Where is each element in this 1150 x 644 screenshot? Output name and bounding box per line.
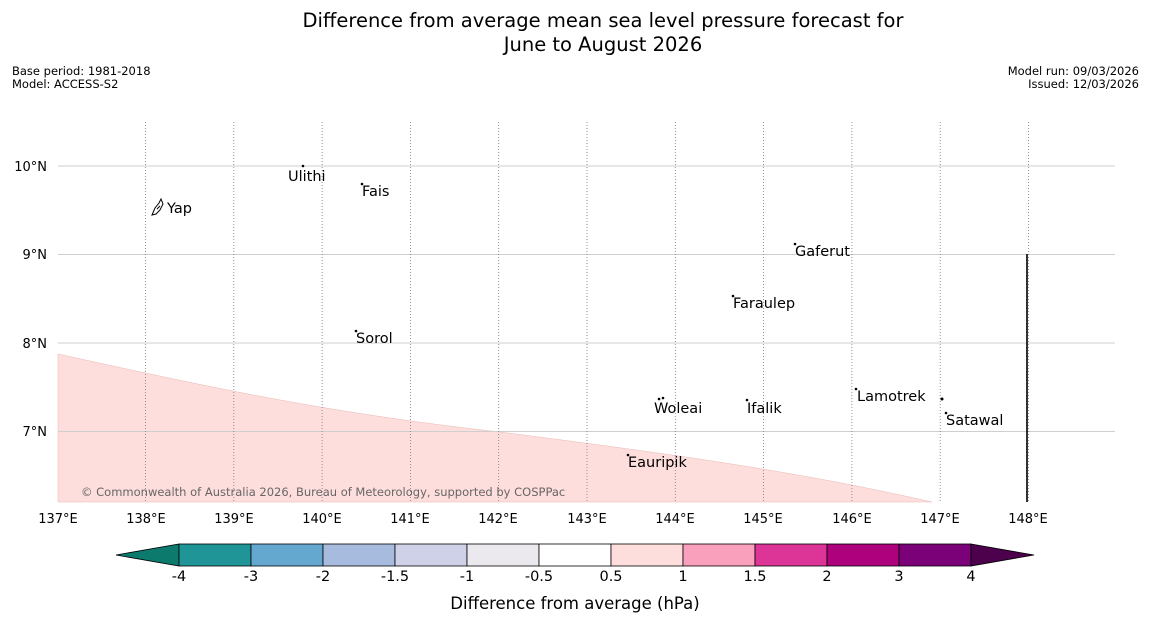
- lon-label-144e: 144°E: [655, 512, 695, 527]
- place-label-ulithi: Ulithi: [288, 169, 326, 185]
- island-markers: [151, 164, 948, 457]
- gaferut-dot: [793, 242, 797, 246]
- lon-label-139e: 139°E: [214, 512, 254, 527]
- woleai-dot-2: [661, 396, 665, 400]
- lat-label-10n: 10°N: [14, 160, 47, 175]
- chart-title: Difference from average mean sea level p…: [0, 9, 1150, 57]
- place-label-yap: Yap: [166, 201, 192, 217]
- colorbar-tick: -2: [315, 569, 331, 585]
- lon-label-147e: 147°E: [920, 512, 960, 527]
- place-label-lamotrek: Lamotrek: [857, 389, 926, 405]
- colorbar-segment-6: [538, 543, 612, 567]
- place-label-gaferut: Gaferut: [795, 244, 850, 260]
- lon-label-148e: 148°E: [1008, 512, 1048, 527]
- lat-label-7n: 7°N: [23, 425, 48, 440]
- colorbar-tick: 0.5: [599, 569, 623, 585]
- lon-label-141e: 141°E: [390, 512, 430, 527]
- place-label-fais: Fais: [362, 184, 389, 200]
- place-label-eauripik: Eauripik: [628, 455, 687, 471]
- colorbar-tick: 3: [894, 569, 904, 585]
- lon-label-137e: 137°E: [38, 512, 78, 527]
- colorbar-tick: 1: [678, 569, 688, 585]
- lon-label-142e: 142°E: [478, 512, 518, 527]
- anomaly-shaded-region: [57, 353, 933, 503]
- meta-left: Base period: 1981-2018 Model: ACCESS-S2: [12, 65, 151, 91]
- longitude-lines: [145, 122, 1029, 502]
- colorbar-segment-5: [466, 543, 540, 567]
- model-run: Model run: 09/03/2026: [1007, 64, 1139, 78]
- colorbar-segment-11: [898, 543, 972, 567]
- colorbar-tick: -1: [459, 569, 475, 585]
- place-label-ifalik: Ifalik: [747, 401, 782, 417]
- colorbar-segment-2: [250, 543, 324, 567]
- place-label-sorol: Sorol: [356, 331, 393, 347]
- lon-label-140e: 140°E: [302, 512, 342, 527]
- lon-label-143e: 143°E: [567, 512, 607, 527]
- colorbar-tick: 1.5: [743, 569, 767, 585]
- copyright-text: © Commonwealth of Australia 2026, Bureau…: [81, 485, 565, 499]
- title-line-1: Difference from average mean sea level p…: [302, 9, 904, 32]
- place-label-faraulep: Faraulep: [733, 296, 795, 312]
- meta-right: Model run: 09/03/2026 Issued: 12/03/2026: [1008, 65, 1139, 91]
- colorbar-segment-1: [178, 543, 252, 567]
- sorol-dot: [354, 329, 358, 333]
- lon-label-146e: 146°E: [832, 512, 872, 527]
- colorbar-segment-4: [394, 543, 468, 567]
- model-name: Model: ACCESS-S2: [12, 77, 119, 91]
- colorbar-segment-9: [754, 543, 828, 567]
- colorbar: [115, 543, 1035, 567]
- colorbar-tick: 4: [966, 569, 976, 585]
- issued-date: Issued: 12/03/2026: [1028, 77, 1139, 91]
- title-line-2: June to August 2026: [503, 33, 703, 56]
- fais-dot: [360, 182, 364, 186]
- eauripik-dot: [626, 453, 630, 457]
- lon-label-138e: 138°E: [126, 512, 166, 527]
- yap-island-outline: [151, 197, 164, 216]
- colorbar-segment-8: [682, 543, 756, 567]
- woleai-dot-1: [657, 397, 661, 401]
- colorbar-segment-7: [610, 543, 684, 567]
- ulithi-dot: [301, 164, 305, 168]
- colorbar-segment-10: [826, 543, 900, 567]
- lamotrek-dot: [854, 387, 858, 391]
- colorbar-tick: -0.5: [524, 569, 554, 585]
- lon-label-145e: 145°E: [743, 512, 783, 527]
- colorbar-label: Difference from average (hPa): [450, 594, 700, 613]
- base-period: Base period: 1981-2018: [12, 64, 151, 78]
- lamotrek-islet-dot: [940, 397, 944, 401]
- colorbar-tick: -3: [243, 569, 259, 585]
- lat-label-9n: 9°N: [23, 248, 48, 263]
- colorbar-tick: -4: [171, 569, 187, 585]
- ifalik-dot: [745, 398, 749, 402]
- colorbar-segment-3: [322, 543, 396, 567]
- satawal-dot: [944, 411, 948, 415]
- lat-label-8n: 8°N: [23, 337, 48, 352]
- place-label-satawal: Satawal: [946, 413, 1003, 429]
- place-label-woleai: Woleai: [654, 401, 702, 417]
- colorbar-extend-high: [970, 543, 1035, 567]
- colorbar-extend-low: [115, 543, 180, 567]
- colorbar-tick: 2: [822, 569, 832, 585]
- faraulep-dot: [731, 294, 735, 298]
- colorbar-tick: -1.5: [380, 569, 410, 585]
